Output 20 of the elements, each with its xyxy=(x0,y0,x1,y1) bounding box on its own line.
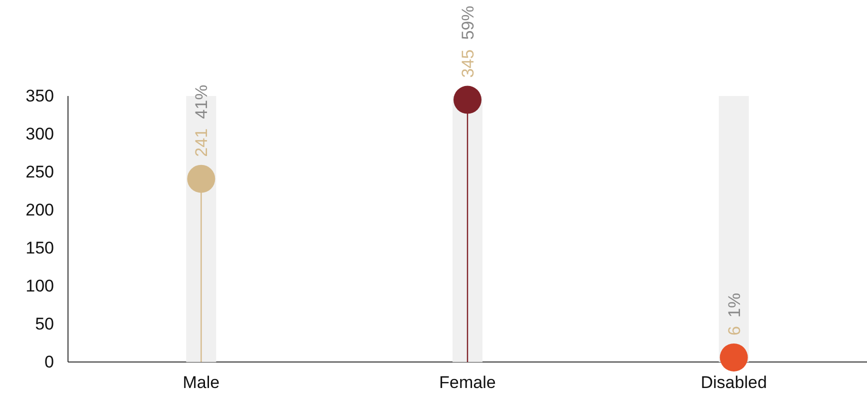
y-tick-label: 0 xyxy=(44,352,54,372)
y-tick-label: 200 xyxy=(26,200,54,220)
y-tick-label: 50 xyxy=(35,314,54,334)
x-tick-label: Male xyxy=(182,373,220,392)
annotation: 1% xyxy=(724,292,744,318)
data-label: 6 xyxy=(724,326,744,336)
y-tick-label: 150 xyxy=(26,238,54,258)
point xyxy=(720,343,748,372)
data-label: 345 xyxy=(458,49,478,78)
point xyxy=(454,86,482,114)
text: 59% xyxy=(458,6,478,40)
y-tick-label: 250 xyxy=(26,162,54,182)
y-tick-label: 100 xyxy=(26,276,54,296)
y-tick-label: 300 xyxy=(26,124,54,144)
x-tick-label: Female xyxy=(439,373,496,392)
data-label: 241 xyxy=(192,128,212,157)
y-tick-label: 350 xyxy=(26,86,54,106)
x-tick-label: Disabled xyxy=(700,373,767,392)
point xyxy=(187,164,216,193)
annotation: 41% xyxy=(192,84,212,119)
